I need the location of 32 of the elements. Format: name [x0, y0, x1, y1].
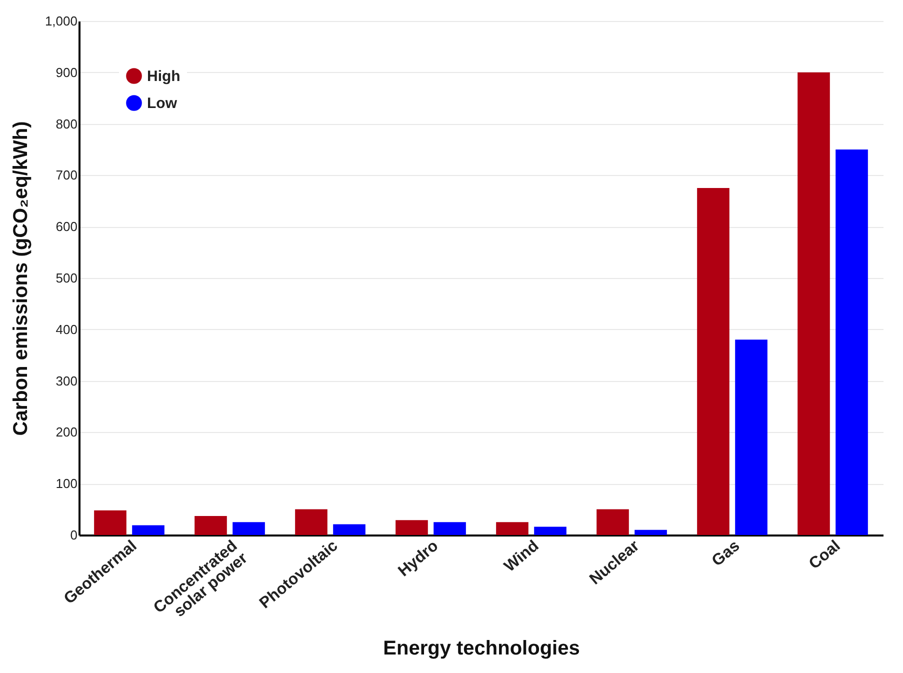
x-tick-label: Gas: [709, 537, 744, 570]
bar: [735, 340, 768, 535]
bar: [94, 510, 126, 535]
y-axis-title: Carbon emissions (gCO₂eq/kWh): [10, 121, 32, 436]
y-tick-label: 0: [70, 528, 78, 542]
y-tick-label: 1,000: [44, 14, 78, 28]
bar: [534, 526, 566, 535]
bar: [333, 524, 366, 535]
bar: [798, 72, 830, 535]
bar: [132, 525, 164, 535]
y-tick-label: 200: [56, 424, 78, 440]
bar: [496, 522, 528, 535]
y-tick-label: 400: [56, 322, 78, 337]
y-tick-label: 600: [56, 219, 78, 234]
bar: [434, 522, 466, 535]
y-tick-label: 300: [56, 373, 78, 388]
y-tick-label: 700: [56, 168, 78, 183]
legend-label: High: [147, 68, 180, 85]
y-tick-label: 900: [56, 64, 78, 80]
bar: [295, 509, 328, 535]
x-axis-title: Energy technologies: [383, 637, 580, 660]
bar: [697, 188, 730, 535]
bar: [596, 509, 629, 535]
bar: [194, 516, 227, 535]
bar: [232, 522, 265, 535]
y-tick-label: 100: [56, 476, 78, 492]
y-tick-label: 500: [56, 270, 78, 286]
bar: [396, 520, 428, 535]
y-tick-label: 800: [56, 116, 78, 132]
legend-label: Low: [147, 95, 178, 112]
bar: [634, 530, 667, 535]
bar: [836, 150, 868, 535]
